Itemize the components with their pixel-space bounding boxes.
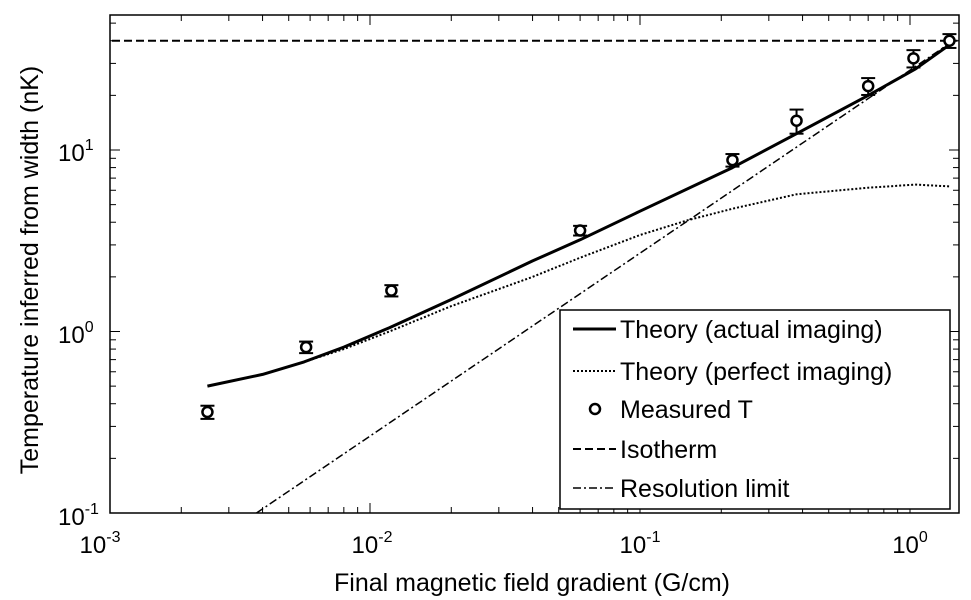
- y-tick-base: 10: [58, 504, 85, 531]
- legend: Theory (actual imaging) Theory (perfect …: [559, 309, 951, 510]
- y-tick-label: 101: [58, 137, 94, 167]
- legend-label-actual: Theory (actual imaging): [620, 316, 883, 344]
- legend-label-perfect: Theory (perfect imaging): [620, 358, 892, 386]
- data-point-measured: [299, 340, 313, 354]
- series-line-resolution-limit: [256, 40, 955, 513]
- y-tick-base: 10: [58, 322, 85, 349]
- x-tick-label: 10-3: [80, 529, 121, 559]
- y-tick-exp: -1: [85, 501, 99, 518]
- plot-frame: [109, 14, 960, 514]
- x-tick-exp: -1: [646, 529, 660, 546]
- x-tick-label: 100: [892, 529, 928, 559]
- x-tick-base: 10: [80, 532, 107, 559]
- x-tick-exp: 0: [919, 529, 928, 546]
- data-point-measured: [726, 153, 739, 167]
- series-line-actual-imaging: [207, 43, 951, 388]
- x-tick-exp: -3: [106, 529, 120, 546]
- y-tick-label: 100: [58, 319, 94, 349]
- y-tick-label: 10-1: [58, 501, 99, 531]
- legend-marker-measured: [588, 402, 602, 416]
- y-axis-title: Temperature inferred from width (nK): [16, 66, 44, 474]
- x-tick-base: 10: [620, 532, 647, 559]
- data-point-measured: [943, 34, 956, 47]
- y-tick-base: 10: [58, 140, 85, 167]
- data-point-measured: [907, 52, 920, 65]
- x-tick-exp: -2: [378, 529, 392, 546]
- data-point-measured: [201, 405, 214, 419]
- data-point-measured: [573, 224, 587, 237]
- legend-label-isotherm: Isotherm: [620, 436, 717, 464]
- x-tick-base: 10: [352, 532, 379, 559]
- legend-box: [559, 309, 951, 510]
- x-axis-title: Final magnetic field gradient (G/cm): [334, 569, 730, 597]
- markers-layer: [200, 33, 957, 420]
- legend-label-measured: Measured T: [620, 396, 753, 424]
- x-tick-label: 10-2: [352, 529, 393, 559]
- data-point-measured: [861, 79, 875, 93]
- legend-label-resolution: Resolution limit: [620, 475, 790, 503]
- x-tick-label: 10-1: [620, 529, 661, 559]
- y-tick-exp: 1: [85, 137, 94, 154]
- series-layer: [110, 39, 958, 513]
- y-tick-exp: 0: [85, 319, 94, 336]
- data-point-measured: [385, 284, 398, 297]
- series-line-perfect-imaging: [303, 183, 950, 363]
- x-tick-base: 10: [892, 532, 919, 559]
- data-point-measured: [790, 114, 803, 127]
